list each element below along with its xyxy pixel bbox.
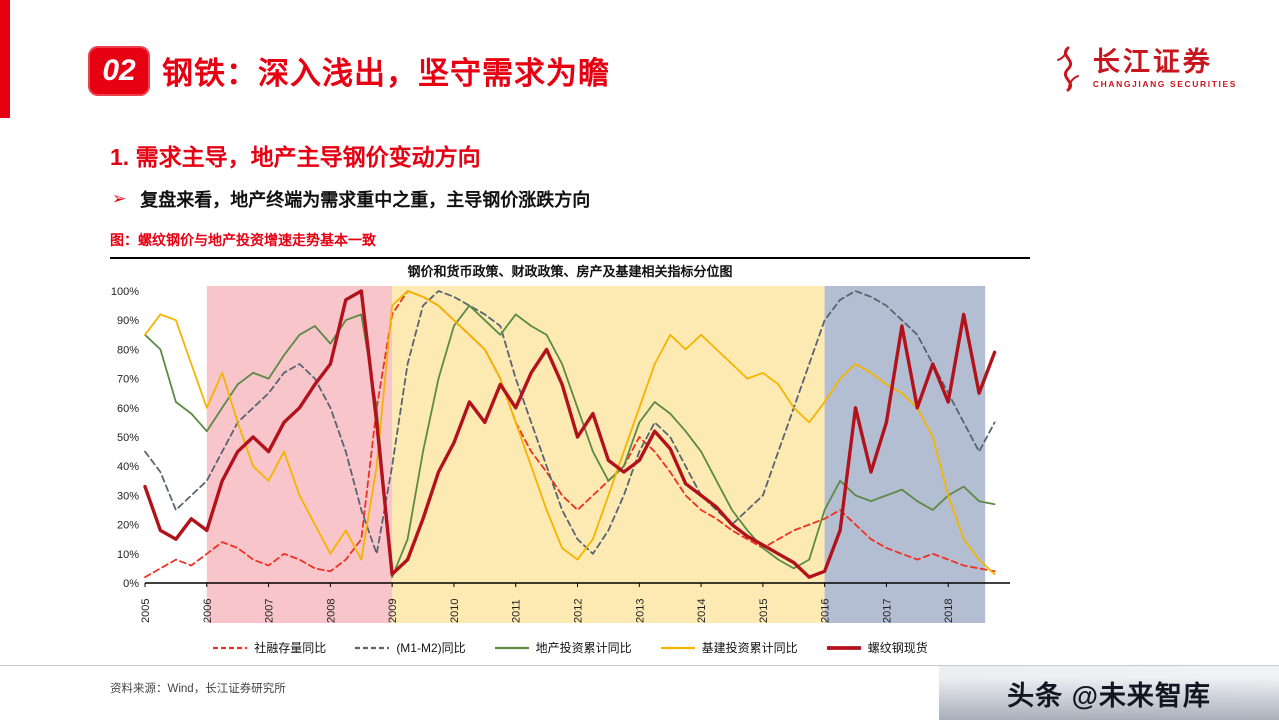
x-axis-tick-label: 2014 <box>696 599 708 623</box>
line-chart: 0% 10% 20% 30% 40% 50% 60% 70% 80% 90% 100% 2005 200… <box>111 286 1010 623</box>
x-axis-tick-label: 2013 <box>634 599 646 623</box>
footer: 资料来源：Wind，长江证券研究所 头条 @未来智库 <box>0 665 1279 720</box>
yellow-band <box>392 286 825 623</box>
figure-caption: 图：螺纹钢价与地产投资增速走势基本一致 <box>110 230 1030 259</box>
y-axis-tick-label: 90% <box>117 315 139 327</box>
legend-item: (M1-M2)同比 <box>354 639 466 656</box>
series-line <box>144 304 996 579</box>
y-axis-tick-label: 60% <box>117 403 139 415</box>
y-axis-tick-label: 50% <box>117 432 139 444</box>
x-axis-tick-label: 2018 <box>943 599 955 623</box>
series-line <box>143 289 997 579</box>
y-axis-tick-label: 100% <box>111 286 139 298</box>
legend-label: 地产投资累计同比 <box>535 641 632 655</box>
x-axis-tick-label: 2012 <box>573 599 585 623</box>
legend-line-sample <box>213 646 248 649</box>
x-axis-tick-label: 2005 <box>140 599 152 623</box>
y-axis-tick-label: 0% <box>123 578 139 590</box>
y-axis-tick-label: 80% <box>117 344 139 356</box>
legend-label: 社融存量同比 <box>254 641 327 655</box>
legend-line-sample <box>355 646 390 649</box>
x-axis-tick-label: 2011 <box>511 599 523 623</box>
x-axis-tick-label: 2016 <box>820 599 832 623</box>
y-axis-tick-label: 30% <box>117 490 139 502</box>
x-axis-tick-label: 2017 <box>881 599 893 623</box>
y-axis-tick-label: 40% <box>117 461 139 473</box>
x-axis-tick-label: 2015 <box>758 599 770 623</box>
bullet-arrow-icon: ➢ <box>112 189 127 208</box>
watermark-area: 头条 @未来智库 <box>939 666 1279 720</box>
section-heading: 1. 需求主导，地产主导钢价变动方向 <box>110 144 481 170</box>
x-axis-tick-label: 2008 <box>325 599 337 623</box>
bullet-text: 复盘来看，地产终端为需求重中之重，主导钢价涨跌方向 <box>140 190 591 210</box>
legend-label: 基建投资累计同比 <box>701 641 798 655</box>
x-axis-tick-label: 2010 <box>449 599 461 623</box>
watermark: 头条 @未来智库 <box>1007 680 1211 711</box>
y-axis-tick-label: 70% <box>117 374 139 386</box>
x-axis-tick-label: 2007 <box>264 599 276 623</box>
changjiang-logo-icon <box>1056 46 1079 92</box>
slide-title: 钢铁：深入浅出，坚守需求为瞻 <box>162 56 610 91</box>
y-axis-tick-label: 10% <box>117 549 139 561</box>
series-line <box>144 290 996 555</box>
series-line <box>144 290 996 579</box>
legend-item: 地产投资累计同比 <box>494 639 632 656</box>
legend-item: 基建投资累计同比 <box>660 639 798 656</box>
legend-line-sample <box>660 646 695 649</box>
legend-line-sample <box>826 645 861 650</box>
x-axis-tick-label: 2006 <box>202 599 214 623</box>
legend-item: 螺纹钢现货 <box>826 639 928 656</box>
x-axis-tick-label: 2009 <box>387 599 399 623</box>
section-number: 02 <box>102 54 136 87</box>
section-number-badge: 02 <box>88 46 150 96</box>
bullet-point: ➢ 复盘来看，地产终端为需求重中之重，主导钢价涨跌方向 <box>112 186 590 212</box>
logo-name: 长江证券 <box>1092 47 1213 77</box>
legend-label: (M1-M2)同比 <box>396 641 466 655</box>
y-axis-tick-label: 20% <box>117 520 139 532</box>
series-line <box>144 290 996 576</box>
chart-legend: 社融存量同比 (M1-M2)同比 地产投资累计同比 基建投资累计同比 螺纹钢现货 <box>110 639 1030 656</box>
source-note: 资料来源：Wind，长江证券研究所 <box>110 683 286 695</box>
logo-text: 长江证券 CHANGJIANG SECURITIES <box>1092 47 1237 90</box>
legend-item: 社融存量同比 <box>212 639 326 656</box>
company-logo: 长江证券 CHANGJIANG SECURITIES <box>1051 46 1237 92</box>
legend-label: 螺纹钢现货 <box>867 641 928 655</box>
legend-line-sample <box>494 646 529 649</box>
left-accent-bar <box>0 0 10 118</box>
logo-subtitle: CHANGJIANG SECURITIES <box>1092 79 1237 89</box>
chart-title: 钢价和货币政策、财政政策、房产及基建相关指标分位图 <box>407 264 733 279</box>
